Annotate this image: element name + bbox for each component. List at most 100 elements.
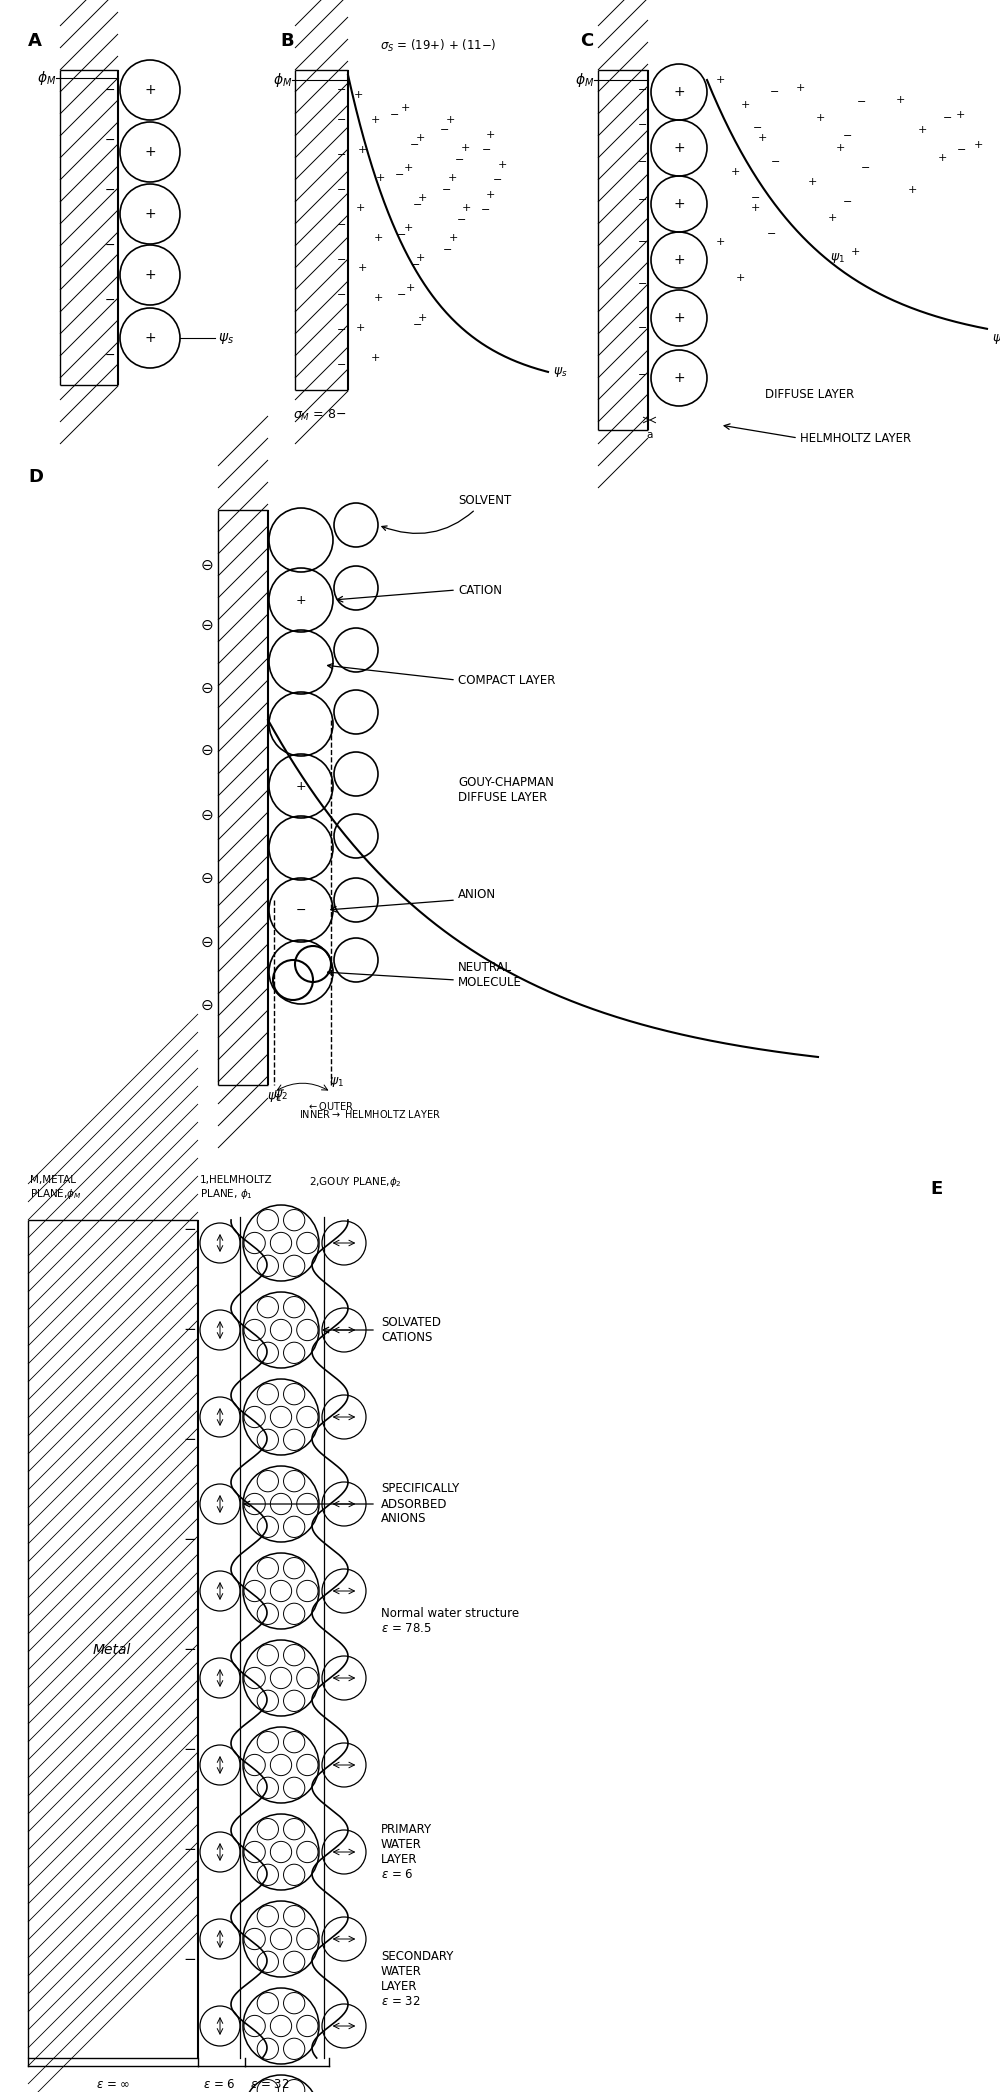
Text: $\ominus$: $\ominus$	[200, 617, 214, 632]
Text: +: +	[895, 94, 905, 105]
Text: $\psi_2$: $\psi_2$	[273, 1088, 288, 1102]
Text: −: −	[184, 1642, 196, 1657]
Text: +: +	[715, 236, 725, 247]
Text: −: −	[455, 155, 465, 165]
Text: −: −	[397, 291, 407, 299]
Text: −: −	[638, 195, 648, 205]
Text: −: −	[638, 278, 648, 289]
Text: −: −	[390, 111, 400, 119]
Text: −: −	[105, 84, 115, 96]
Text: −: −	[440, 126, 450, 136]
Text: $\phi_M$: $\phi_M$	[37, 69, 56, 88]
Text: CATION: CATION	[458, 584, 502, 596]
Text: +: +	[355, 203, 365, 213]
Text: SPECIFICALLY
ADSORBED
ANIONS: SPECIFICALLY ADSORBED ANIONS	[381, 1483, 459, 1525]
Text: +: +	[907, 184, 917, 195]
Text: −: −	[638, 236, 648, 247]
Text: −: −	[337, 324, 347, 335]
Text: +: +	[973, 140, 983, 151]
Text: −: −	[957, 144, 967, 155]
Text: A: A	[28, 31, 42, 50]
Text: 2,GOUY PLANE,$\phi_2$: 2,GOUY PLANE,$\phi_2$	[309, 1176, 402, 1188]
Text: +: +	[807, 178, 817, 186]
Text: −: −	[481, 205, 491, 215]
Text: $\ominus$: $\ominus$	[200, 680, 214, 695]
Text: −: −	[337, 115, 347, 126]
Text: Metal: Metal	[93, 1642, 131, 1657]
Text: +: +	[673, 253, 685, 268]
Text: $\varepsilon$ = $\infty$: $\varepsilon$ = $\infty$	[96, 2077, 130, 2092]
Text: −: −	[337, 360, 347, 370]
Text: GOUY-CHAPMAN
DIFFUSE LAYER: GOUY-CHAPMAN DIFFUSE LAYER	[458, 776, 554, 803]
Text: −: −	[184, 1843, 196, 1858]
Text: −: −	[105, 293, 115, 308]
Text: +: +	[144, 144, 156, 159]
Text: −: −	[337, 184, 347, 195]
Text: DIFFUSE LAYER: DIFFUSE LAYER	[765, 389, 855, 402]
Text: −: −	[638, 86, 648, 94]
Text: +: +	[375, 174, 385, 182]
Text: +: +	[850, 247, 860, 257]
Text: −: −	[337, 220, 347, 230]
Text: −: −	[337, 86, 347, 94]
Text: +: +	[673, 312, 685, 324]
Text: −: −	[843, 132, 853, 140]
Text: $\psi_s$: $\psi_s$	[218, 331, 234, 345]
Text: +: +	[415, 253, 425, 264]
Text: −: −	[184, 1222, 196, 1238]
Text: +: +	[144, 268, 156, 282]
Text: −: −	[105, 238, 115, 251]
Text: INNER$\rightarrow$ HELMHOLTZ LAYER: INNER$\rightarrow$ HELMHOLTZ LAYER	[299, 1109, 441, 1119]
Text: +: +	[353, 90, 363, 100]
Text: +: +	[955, 111, 965, 119]
Text: −: −	[482, 144, 492, 155]
Text: −: −	[411, 259, 421, 270]
Text: +: +	[673, 197, 685, 211]
Text: +: +	[445, 115, 455, 126]
Text: +: +	[827, 213, 837, 224]
Text: −: −	[410, 140, 420, 151]
Text: −: −	[443, 245, 453, 255]
Text: SOLVATED
CATIONS: SOLVATED CATIONS	[381, 1316, 441, 1343]
Text: +: +	[917, 126, 927, 136]
Text: $\leftarrow$OUTER: $\leftarrow$OUTER	[307, 1100, 355, 1113]
Text: C: C	[580, 31, 593, 50]
Text: 1,HELMHOLTZ
PLANE, $\phi_1$: 1,HELMHOLTZ PLANE, $\phi_1$	[200, 1176, 273, 1201]
Text: −: −	[857, 96, 867, 107]
Text: +: +	[795, 84, 805, 92]
Text: +: +	[357, 264, 367, 272]
Text: +: +	[405, 282, 415, 293]
Text: −: −	[861, 163, 871, 174]
Text: +: +	[757, 134, 767, 142]
Text: −: −	[105, 349, 115, 362]
Text: +: +	[355, 322, 365, 333]
Text: +: +	[403, 224, 413, 232]
Text: +: +	[937, 153, 947, 163]
Text: −: −	[770, 88, 780, 96]
Text: +: +	[417, 314, 427, 322]
Text: COMPACT LAYER: COMPACT LAYER	[458, 674, 555, 686]
Text: +: +	[815, 113, 825, 123]
Text: $\ominus$: $\ominus$	[200, 808, 214, 822]
Text: +: +	[673, 140, 685, 155]
Text: +: +	[415, 134, 425, 142]
Text: +: +	[740, 100, 750, 111]
Text: $\ominus$: $\ominus$	[200, 998, 214, 1013]
Text: SOLVENT: SOLVENT	[382, 494, 511, 533]
Text: $\sigma_S$ = (19+) + (11−): $\sigma_S$ = (19+) + (11−)	[380, 38, 497, 54]
Text: −: −	[751, 192, 761, 203]
Text: −: −	[337, 291, 347, 299]
Text: $\psi_s$: $\psi_s$	[992, 333, 1000, 345]
Text: −: −	[184, 1533, 196, 1548]
Text: +: +	[373, 232, 383, 243]
Text: −: −	[397, 230, 407, 241]
Text: −: −	[395, 169, 405, 180]
Text: −: −	[184, 1952, 196, 1966]
Text: +: +	[485, 130, 495, 140]
Text: +: +	[730, 167, 740, 178]
Text: $\psi_1$: $\psi_1$	[267, 1090, 281, 1105]
Text: −: −	[943, 113, 953, 123]
Text: −: −	[184, 1433, 196, 1448]
Text: $\psi_s$: $\psi_s$	[553, 364, 568, 379]
Text: +: +	[296, 780, 306, 793]
